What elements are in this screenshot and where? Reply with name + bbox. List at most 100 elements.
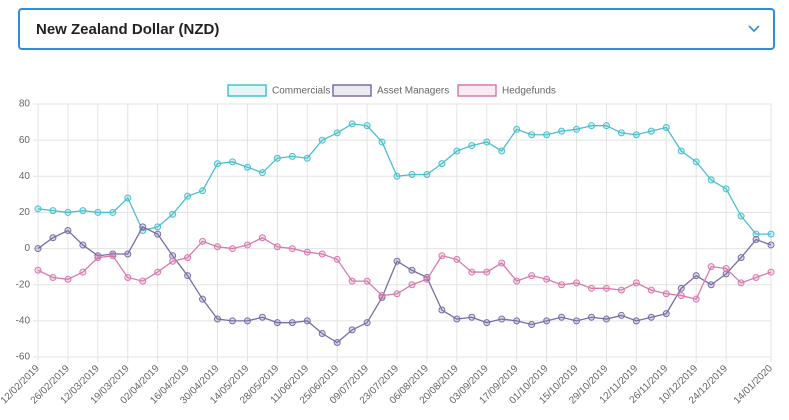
data-point <box>199 187 207 195</box>
data-point <box>647 286 655 294</box>
data-point <box>587 313 595 321</box>
data-point <box>214 315 222 323</box>
data-point <box>273 243 281 251</box>
data-point <box>139 277 147 285</box>
data-point <box>393 257 401 265</box>
data-point <box>228 245 236 253</box>
data-point <box>632 279 640 287</box>
data-point <box>258 234 266 242</box>
data-point <box>722 264 730 272</box>
data-point <box>468 268 476 276</box>
data-point <box>228 317 236 325</box>
data-point <box>543 275 551 283</box>
data-point <box>617 286 625 294</box>
data-point <box>602 284 610 292</box>
data-point <box>513 125 521 133</box>
series-line <box>37 236 772 300</box>
data-point <box>318 250 326 258</box>
data-point <box>543 131 551 139</box>
data-point <box>587 284 595 292</box>
data-point <box>617 129 625 137</box>
data-point <box>707 176 715 184</box>
data-point <box>79 241 87 249</box>
data-point <box>767 230 775 238</box>
data-point <box>707 263 715 271</box>
legend-label: Commercials <box>272 86 330 97</box>
data-point <box>199 295 207 303</box>
y-tick-label: -20 <box>16 279 31 290</box>
data-point <box>348 120 356 128</box>
data-point <box>303 154 311 162</box>
y-tick-label: 60 <box>19 135 31 146</box>
data-point <box>558 281 566 289</box>
data-point <box>573 317 581 325</box>
data-point <box>692 272 700 280</box>
data-point <box>258 313 266 321</box>
data-point <box>64 275 72 283</box>
data-point <box>154 230 162 238</box>
data-point <box>468 142 476 150</box>
data-point <box>109 208 117 216</box>
data-point <box>677 147 685 155</box>
data-point <box>154 268 162 276</box>
data-point <box>333 339 341 347</box>
data-point <box>124 273 132 281</box>
data-point <box>243 241 251 249</box>
y-tick-label: 0 <box>24 243 30 254</box>
data-point <box>483 319 491 327</box>
data-point <box>94 254 102 262</box>
data-point <box>49 273 57 281</box>
data-point <box>363 122 371 130</box>
data-point <box>647 127 655 135</box>
data-point <box>483 268 491 276</box>
data-point <box>109 252 117 260</box>
data-point <box>199 237 207 245</box>
data-point <box>498 147 506 155</box>
data-point <box>94 208 102 216</box>
data-point <box>348 326 356 334</box>
data-point <box>513 317 521 325</box>
data-point <box>587 122 595 130</box>
data-point <box>184 254 192 262</box>
data-point <box>602 315 610 323</box>
data-point <box>752 236 760 244</box>
data-point <box>528 131 536 139</box>
data-point <box>632 317 640 325</box>
data-point <box>677 284 685 292</box>
data-point <box>513 277 521 285</box>
data-point <box>303 248 311 256</box>
data-point <box>243 163 251 171</box>
data-point <box>408 281 416 289</box>
data-point <box>288 152 296 160</box>
data-point <box>318 330 326 338</box>
data-point <box>303 317 311 325</box>
data-point <box>169 252 177 260</box>
data-point <box>378 292 386 300</box>
y-tick-label: 20 <box>19 207 31 218</box>
data-point <box>228 158 236 166</box>
data-point <box>348 277 356 285</box>
data-point <box>558 313 566 321</box>
data-point <box>34 205 42 213</box>
data-point <box>543 317 551 325</box>
data-point <box>258 169 266 177</box>
data-point <box>214 160 222 168</box>
data-point <box>34 245 42 253</box>
legend-label: Hedgefunds <box>502 86 556 97</box>
data-point <box>453 315 461 323</box>
legend-swatch <box>227 84 267 97</box>
data-point <box>737 254 745 262</box>
data-point <box>707 281 715 289</box>
currency-dropdown[interactable]: New Zealand Dollar (NZD) <box>18 8 775 50</box>
data-point <box>288 245 296 253</box>
legend-label: Asset Managers <box>377 86 449 97</box>
chevron-icon <box>748 25 760 33</box>
y-tick-label: -40 <box>16 315 31 326</box>
data-point <box>288 319 296 327</box>
data-point <box>273 319 281 327</box>
data-point <box>558 127 566 135</box>
data-point <box>79 268 87 276</box>
data-point <box>184 192 192 200</box>
